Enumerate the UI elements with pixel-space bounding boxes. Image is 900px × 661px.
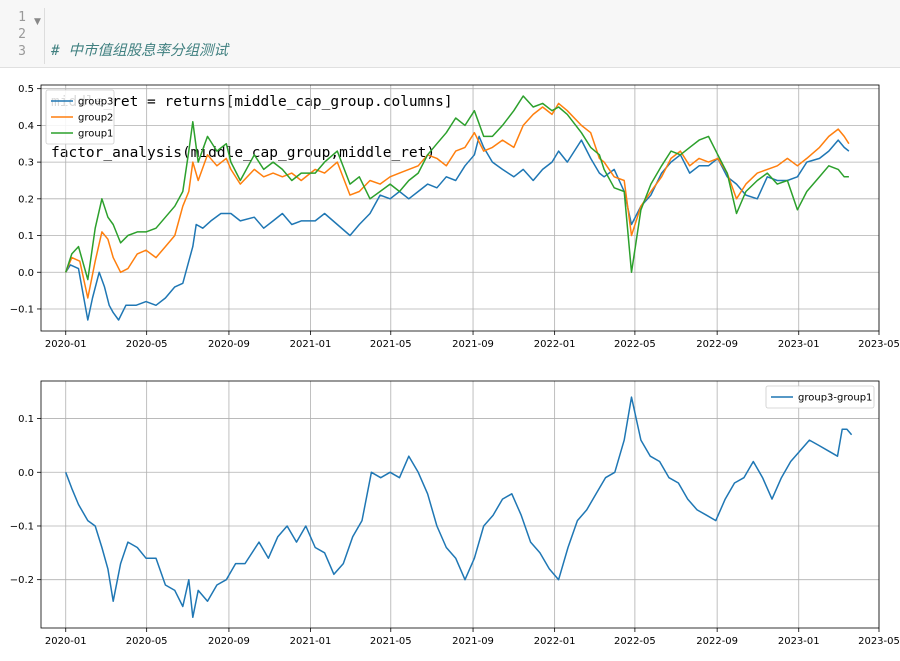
- x-tick-label: 2022-05: [614, 339, 656, 350]
- grid: [41, 381, 880, 628]
- x-tick-label: 2022-01: [534, 339, 576, 350]
- legend-box: [45, 89, 115, 145]
- y-tick-label: 0.5: [18, 84, 34, 95]
- x-tick-label: 2023-05: [858, 339, 900, 350]
- line-number: 2: [18, 27, 26, 42]
- code-cell[interactable]: 1 2 3 ▼ # 中市值组股息率分组测试 middle_ret = retur…: [0, 0, 900, 161]
- spread-chart: 2020-01 2020-05 2020-09 2021-01 2021-05 2021-…: [10, 380, 900, 647]
- x-tick-label: 2023-01: [778, 636, 820, 647]
- line-number-gutter: 1 2 3 ▼: [0, 8, 45, 64]
- x-tick-label: 2020-09: [208, 636, 250, 647]
- legend-box: [765, 385, 875, 409]
- series-line-group2: [65, 102, 850, 299]
- x-tick-label: 2023-01: [778, 339, 820, 350]
- plot-frame: [40, 84, 880, 332]
- y-tick-label: 0.0: [18, 268, 34, 279]
- y-tick-label: 0.2: [18, 194, 34, 205]
- legend: group3 group2 group1: [45, 89, 115, 145]
- x-tick-label: 2023-05: [858, 636, 900, 647]
- x-tick-label: 2022-09: [696, 636, 738, 647]
- fold-arrow-icon[interactable]: ▼: [34, 17, 41, 27]
- plot-frame: [40, 380, 880, 629]
- y-tick-label: 0.1: [18, 414, 34, 425]
- x-tick-label: 2021-01: [290, 636, 332, 647]
- y-tick-label: 0.3: [18, 158, 34, 169]
- x-tick-label: 2020-09: [208, 339, 250, 350]
- line-number: 3: [18, 44, 26, 59]
- y-tick-label: 0.0: [18, 468, 34, 479]
- line-number: 1: [18, 10, 26, 25]
- cumulative-returns-chart: 2020-01 2020-05 2020-09 2021-01 2021-05 2021-…: [10, 84, 900, 350]
- legend-label: group1: [78, 129, 113, 140]
- x-tick-label: 2020-05: [126, 636, 168, 647]
- y-tick-label: 0.1: [18, 231, 34, 242]
- x-tick-label: 2022-09: [696, 339, 738, 350]
- legend-label: group3: [78, 97, 113, 108]
- x-tick-label: 2021-09: [452, 339, 494, 350]
- code-line-comment: # 中市值组股息率分组测试: [51, 43, 228, 59]
- x-tick-label: 2021-01: [290, 339, 332, 350]
- legend-label: group2: [78, 113, 113, 124]
- x-tick-label: 2020-05: [126, 339, 168, 350]
- x-tick-label: 2022-01: [534, 636, 576, 647]
- series-line-group3-group1: [64, 396, 853, 619]
- y-tick-label: −0.2: [10, 575, 34, 586]
- y-tick-label: 0.4: [18, 121, 34, 132]
- x-tick-label: 2022-05: [614, 636, 656, 647]
- x-tick-label: 2020-01: [45, 339, 87, 350]
- x-tick-label: 2020-01: [45, 636, 87, 647]
- series-line-group3: [65, 135, 850, 321]
- x-tick-label: 2021-09: [452, 636, 494, 647]
- legend: group3-group1: [765, 385, 875, 409]
- x-tick-label: 2021-05: [370, 636, 412, 647]
- series-line-group1: [64, 95, 849, 281]
- y-tick-label: −0.1: [10, 521, 34, 532]
- y-tick-label: −0.1: [10, 304, 34, 315]
- legend-label: group3-group1: [798, 393, 872, 404]
- x-tick-label: 2021-05: [370, 339, 412, 350]
